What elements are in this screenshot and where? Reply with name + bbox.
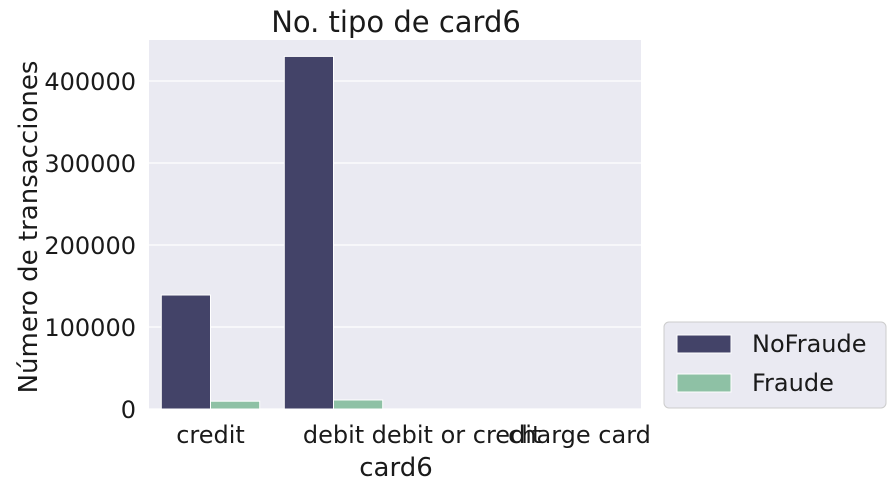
x-tick-label: credit [176, 421, 245, 449]
legend-swatch-nofraude [676, 334, 732, 354]
x-axis-label: card6 [359, 453, 433, 483]
legend-label-fraude: Fraude [752, 369, 834, 397]
bar-nofraude-credit [160, 294, 212, 410]
y-tick-labels: 0 100000 200000 300000 400000 [44, 68, 136, 424]
bars [160, 55, 580, 410]
bar-nofraude-debit [283, 55, 334, 410]
legend-label-nofraude: NoFraude [752, 330, 866, 358]
y-tick-label: 400000 [44, 68, 136, 96]
y-axis-label: Número de transacciones [14, 61, 44, 394]
y-tick-label: 100000 [44, 314, 136, 342]
y-tick-label: 300000 [44, 150, 136, 178]
bar-fraude-debit [333, 399, 384, 410]
x-tick-label: charge card [508, 421, 651, 449]
legend-swatch-fraude [676, 373, 732, 393]
plot-area [149, 40, 641, 409]
x-tick-label: debit [303, 421, 364, 449]
x-tick-label: debit or credit [372, 421, 542, 449]
y-tick-label: 200000 [44, 232, 136, 260]
chart-title: No. tipo de card6 [271, 5, 521, 39]
bar-fraude-credit [210, 400, 261, 410]
legend: NoFraude Fraude [663, 321, 887, 409]
y-tick-label: 0 [121, 396, 136, 424]
